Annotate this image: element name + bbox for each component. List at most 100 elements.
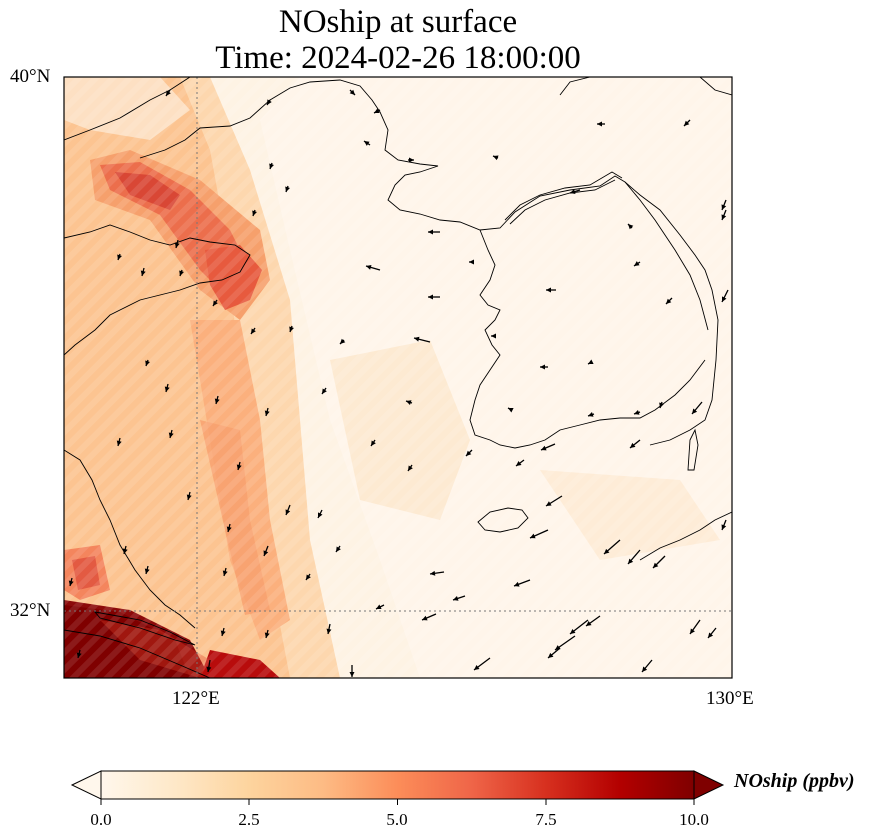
map-subtitle-time: Time: 2024-02-26 18:00:00 xyxy=(215,40,581,76)
wind-vector-head xyxy=(122,548,128,554)
wind-vector-head xyxy=(306,574,311,580)
wind-vector-head xyxy=(349,672,355,677)
wind-vector-head xyxy=(349,89,355,95)
wind-vector-head xyxy=(570,189,576,194)
wind-vector-head xyxy=(166,90,171,96)
wind-vector-head xyxy=(186,494,192,500)
wind-vector-head xyxy=(264,632,270,638)
colorbar-tick-5: 5.0 xyxy=(386,810,408,829)
wind-vectors xyxy=(68,89,729,677)
wind-vector-head xyxy=(721,204,727,210)
wind-vector-head xyxy=(469,259,474,265)
wind-vector-head xyxy=(406,400,412,405)
map-frame xyxy=(63,76,733,679)
wind-vector-head xyxy=(466,450,472,456)
wind-vector-head xyxy=(213,300,218,306)
wind-vector-head xyxy=(721,524,727,530)
wind-vector-head xyxy=(628,558,634,564)
colorbar-gradient xyxy=(101,771,694,799)
wind-vector-head xyxy=(428,294,433,300)
wind-vector-head xyxy=(220,630,226,636)
wind-vector-head xyxy=(222,570,228,576)
coastlines xyxy=(64,77,732,678)
wind-vector-head xyxy=(474,665,480,670)
wind-vector-head xyxy=(214,398,220,404)
wind-vector-head xyxy=(546,501,552,506)
wind-vector-head xyxy=(251,328,256,334)
colorbar-max-extend xyxy=(693,770,725,800)
colorbar-label: NOship (ppbv) xyxy=(734,770,855,792)
wind-vector-head xyxy=(588,412,594,417)
colorbar-tick-7-5: 7.5 xyxy=(535,810,557,829)
wind-vector-head xyxy=(540,364,545,370)
wind-vector-head xyxy=(340,338,346,344)
wind-vector-head xyxy=(630,442,636,448)
wind-vector-head xyxy=(206,666,212,672)
wind-vector-head xyxy=(586,621,592,626)
wind-vector-head xyxy=(453,596,459,601)
wind-vector-head xyxy=(117,254,122,260)
colorbar-tick-0: 0.0 xyxy=(90,810,112,829)
lat-label-32n: 32°N xyxy=(10,600,51,621)
wind-vector-head xyxy=(541,445,547,451)
wind-vector-head xyxy=(168,432,174,438)
wind-vector-head xyxy=(408,465,413,471)
wind-vector-head xyxy=(597,121,602,127)
wind-vector-head xyxy=(530,533,536,539)
wind-vector-head xyxy=(116,440,122,446)
wind-vector-head xyxy=(634,261,640,266)
wind-vector-head xyxy=(374,108,380,113)
wind-vector-head xyxy=(684,120,690,126)
wind-vector-head xyxy=(604,548,610,554)
wind-vector-head xyxy=(491,333,496,339)
wind-vector-head xyxy=(179,270,184,276)
wind-vector-head xyxy=(721,214,727,220)
wind-vector-head xyxy=(322,388,327,394)
wind-vector-head xyxy=(318,512,323,518)
wind-vector-head xyxy=(140,270,146,276)
wind-vector-head xyxy=(634,410,640,415)
wind-vector-head xyxy=(145,360,150,366)
wind-vector-head xyxy=(376,604,382,609)
wind-vector-head xyxy=(68,580,74,586)
wind-vector-head xyxy=(289,326,294,332)
wind-vector-head xyxy=(269,163,274,169)
lat-label-40n: 40°N xyxy=(10,66,51,87)
wind-vector-head xyxy=(430,570,436,576)
lon-label-130e: 130°E xyxy=(706,688,754,709)
wind-vector-head xyxy=(264,410,270,416)
wind-vector-head xyxy=(666,298,672,304)
map-title: NOship at surface xyxy=(278,4,518,40)
colorbar-min-extend xyxy=(70,770,102,800)
wind-vector-head xyxy=(708,632,714,638)
wind-vector-head xyxy=(164,386,170,392)
wind-vector-head xyxy=(659,402,664,408)
wind-vector-head xyxy=(422,615,428,621)
colorbar-tick-10: 10.0 xyxy=(679,810,709,829)
wind-vector-head xyxy=(653,562,659,568)
wind-vector-head xyxy=(493,155,499,161)
wind-vector-head xyxy=(336,546,341,552)
wind-vector-head xyxy=(414,336,420,342)
wind-vector-head xyxy=(76,652,82,658)
wind-vector-head xyxy=(371,440,376,446)
wind-vector-head xyxy=(570,628,576,634)
wind-vector-head xyxy=(548,652,554,658)
wind-vector-head xyxy=(546,287,551,293)
wind-vector-head xyxy=(722,296,727,302)
wind-vector-head xyxy=(508,408,514,413)
wind-vector-head xyxy=(364,141,370,146)
wind-vector-head xyxy=(409,157,414,163)
lon-label-122e: 122°E xyxy=(172,688,220,709)
wind-vector-head xyxy=(628,224,634,230)
wind-vector-head xyxy=(174,242,180,248)
wind-vector-head xyxy=(285,186,290,192)
gridlines xyxy=(64,77,732,678)
wind-vector-head xyxy=(642,666,648,672)
wind-vector-head xyxy=(366,264,372,270)
wind-vector-head xyxy=(263,550,269,556)
wind-vector-head xyxy=(690,628,695,634)
wind-vector-head xyxy=(588,359,594,364)
